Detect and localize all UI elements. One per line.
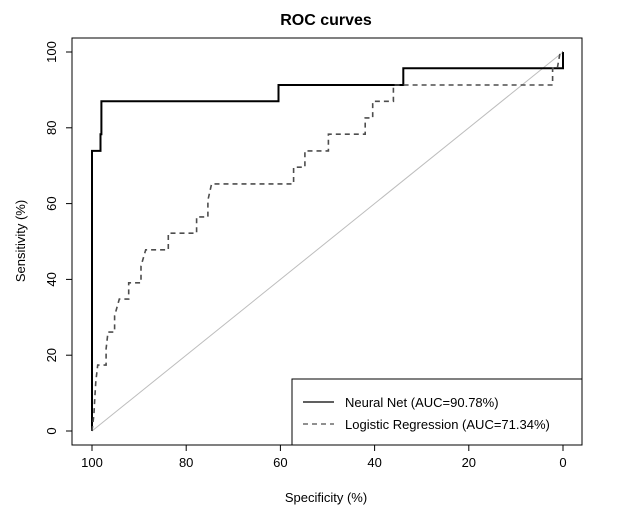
x-tick-label: 60 <box>273 455 287 470</box>
x-tick-label: 100 <box>81 455 103 470</box>
x-axis-label: Specificity (%) <box>285 490 367 505</box>
x-axis: 100 80 60 40 20 0 <box>81 444 567 470</box>
y-tick-label: 0 <box>44 427 59 434</box>
legend: Neural Net (AUC=90.78%) Logistic Regressi… <box>291 378 583 446</box>
y-tick-label: 100 <box>44 41 59 63</box>
neural-net-roc-line <box>91 52 564 431</box>
y-axis: 0 20 40 60 80 100 <box>44 41 73 435</box>
legend-box <box>291 378 583 446</box>
x-tick-label: 0 <box>559 455 566 470</box>
reference-diagonal-line <box>91 51 564 432</box>
y-tick-label: 80 <box>44 121 59 135</box>
series-layer <box>91 51 564 432</box>
logistic-regression-roc-line <box>91 51 563 432</box>
x-tick-label: 20 <box>462 455 476 470</box>
y-tick-label: 20 <box>44 348 59 362</box>
y-axis-label: Sensitivity (%) <box>13 200 28 282</box>
legend-label: Logistic Regression (AUC=71.34%) <box>345 417 550 432</box>
y-tick-label: 60 <box>44 196 59 210</box>
x-tick-label: 40 <box>367 455 381 470</box>
y-tick-label: 40 <box>44 272 59 286</box>
legend-label: Neural Net (AUC=90.78%) <box>345 395 499 410</box>
x-tick-label: 80 <box>179 455 193 470</box>
chart-title: ROC curves <box>280 12 372 29</box>
